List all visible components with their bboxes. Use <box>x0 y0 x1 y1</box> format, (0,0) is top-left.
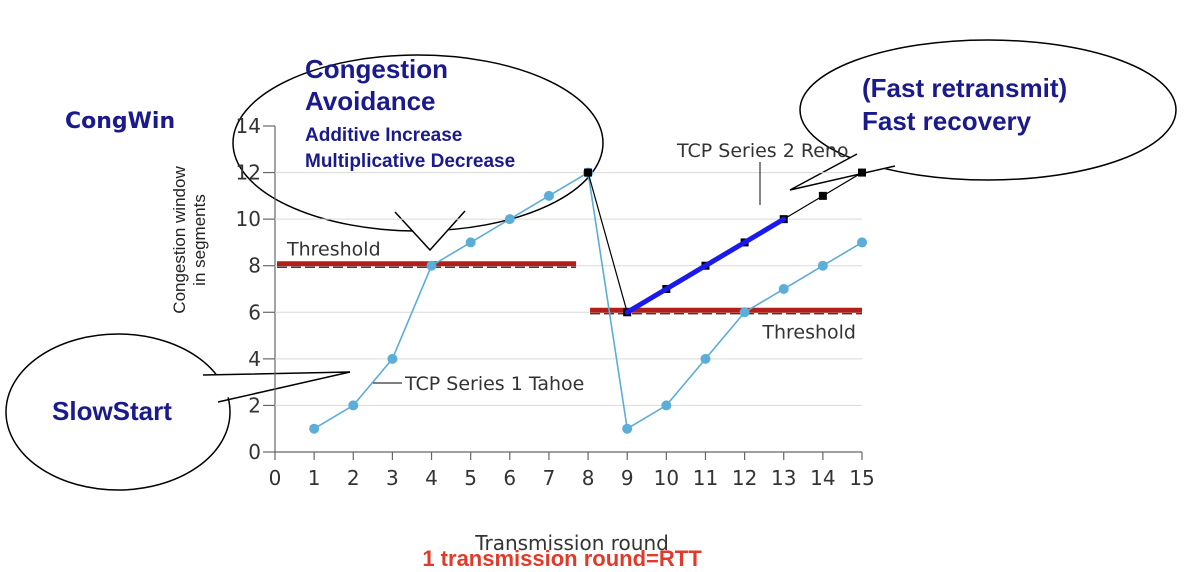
tahoe-point <box>387 353 398 364</box>
x-tick-label: 3 <box>386 466 399 490</box>
slowstart-bubble <box>5 333 231 491</box>
x-tick-label: 11 <box>693 466 718 490</box>
y-tick-label: 12 <box>236 161 261 185</box>
slowstart-callout: SlowStart <box>5 333 351 491</box>
y-axis-label-line2: in segments <box>190 194 209 286</box>
tahoe-point <box>426 260 437 271</box>
congestion-avoidance-pointer <box>394 210 466 252</box>
x-tick-label: 6 <box>503 466 516 490</box>
fast-recovery-callout: (Fast retransmit) Fast recovery <box>789 39 1177 191</box>
reno-point <box>584 168 593 177</box>
x-tick-label: 2 <box>347 466 360 490</box>
tahoe-point <box>309 423 320 434</box>
fast-retransmit-label: (Fast retransmit) <box>862 73 1067 103</box>
y-tick-label: 4 <box>248 347 261 371</box>
y-tick-label: 14 <box>236 114 261 138</box>
x-tick-label: 7 <box>543 466 556 490</box>
tahoe-point <box>778 284 789 294</box>
slowstart-label: SlowStart <box>52 396 172 426</box>
x-tick-label: 4 <box>425 466 438 490</box>
x-tick-label: 13 <box>771 466 796 490</box>
reno-series-label: TCP Series 2 Reno <box>676 140 849 162</box>
x-tick-label: 15 <box>849 466 874 490</box>
x-axis-label: Transmission round <box>474 531 669 555</box>
rtt-note: 1 transmission round=RTT <box>422 546 702 571</box>
congestion-avoidance-callout: Congestion Avoidance Additive Increase M… <box>232 54 604 252</box>
reno-point <box>818 191 827 200</box>
tahoe-point <box>739 307 750 318</box>
fast-recovery-label: Fast recovery <box>862 106 1032 136</box>
reno-point <box>858 168 866 177</box>
y-tick-label: 10 <box>236 207 261 231</box>
y-tick-label: 0 <box>248 440 261 464</box>
congestion-avoidance-title-line1: Congestion <box>305 54 448 84</box>
chart-series <box>309 167 867 434</box>
multiplicative-decrease-label: Multiplicative Decrease <box>305 151 515 172</box>
tahoe-point <box>465 237 476 248</box>
y-tick-label: 8 <box>248 254 261 278</box>
threshold-label: Threshold <box>286 239 381 261</box>
threshold-lines: Threshold Threshold <box>277 239 862 343</box>
x-tick-label: 5 <box>464 466 477 490</box>
additive-increase-label: Additive Increase <box>305 125 462 146</box>
x-tick-label: 10 <box>654 466 679 490</box>
congwin-label: CongWin <box>65 109 175 134</box>
x-tick-label: 12 <box>732 466 757 490</box>
congestion-avoidance-title-line2: Avoidance <box>305 86 436 116</box>
x-tick-label: 9 <box>621 466 634 490</box>
tahoe-point <box>543 190 554 201</box>
x-tick-label: 0 <box>269 466 282 490</box>
fast-recovery-bubble <box>799 39 1177 181</box>
y-tick-label: 2 <box>248 393 261 417</box>
tahoe-point <box>622 423 633 434</box>
chart-annotations: TCP Series 1 Tahoe TCP Series 2 Reno <box>373 140 849 395</box>
tahoe-series-label: TCP Series 1 Tahoe <box>404 373 584 395</box>
y-tick-label: 6 <box>248 300 261 324</box>
tahoe-point <box>661 400 672 411</box>
x-tick-label: 1 <box>308 466 321 490</box>
slowstart-pointer <box>202 371 351 403</box>
fast-recovery-highlight-line <box>624 216 787 315</box>
threshold-label: Threshold <box>761 321 856 343</box>
y-axis-label-line1: Congestion window <box>170 166 189 314</box>
tahoe-point <box>817 260 828 271</box>
tahoe-point <box>857 237 867 248</box>
x-tick-label: 8 <box>582 466 595 490</box>
x-tick-label: 14 <box>810 466 835 490</box>
tahoe-point <box>700 353 711 364</box>
y-axis-label: Congestion window in segments <box>170 166 209 314</box>
tahoe-point <box>348 400 359 411</box>
tahoe-point <box>504 214 515 225</box>
